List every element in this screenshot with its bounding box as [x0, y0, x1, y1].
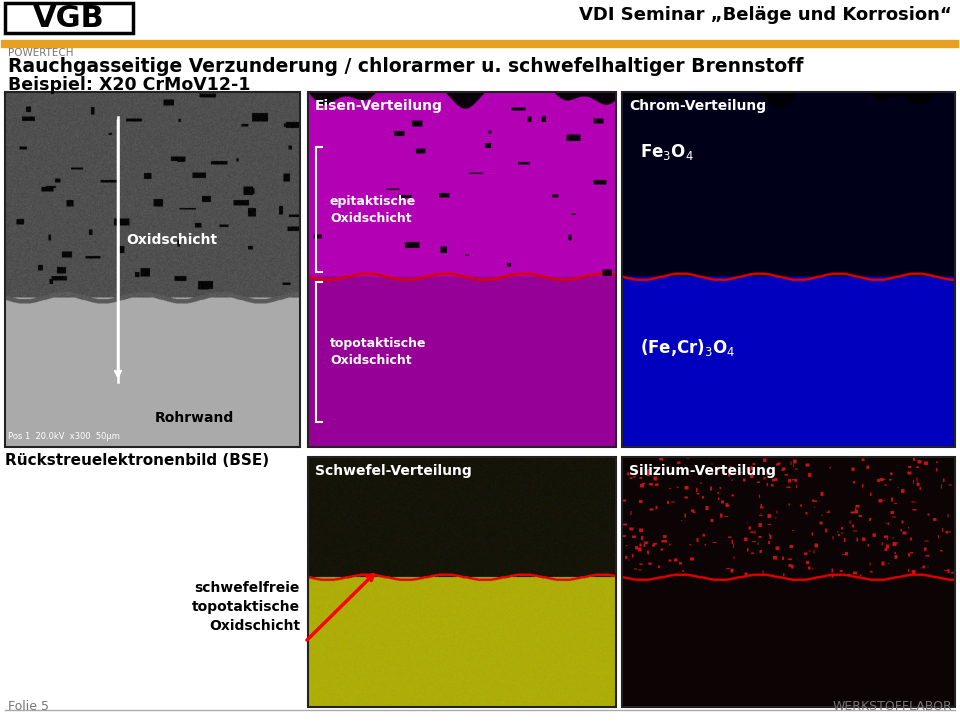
Text: Rauchgasseitige Verzunderung / chlorarmer u. schwefelhaltiger Brennstoff: Rauchgasseitige Verzunderung / chlorarme…	[8, 57, 804, 76]
Text: Eisen-Verteilung: Eisen-Verteilung	[315, 99, 443, 113]
Text: topotaktische
Oxidschicht: topotaktische Oxidschicht	[330, 337, 426, 367]
Text: Beispiel: X20 CrMoV12-1: Beispiel: X20 CrMoV12-1	[8, 76, 251, 94]
Text: POWERTECH: POWERTECH	[8, 48, 74, 58]
Text: VGB: VGB	[34, 4, 105, 33]
Bar	[622, 457, 955, 707]
Bar	[308, 457, 616, 707]
Text: epitaktische
Oxidschicht: epitaktische Oxidschicht	[330, 195, 417, 225]
Text: Chrom-Verteilung: Chrom-Verteilung	[629, 99, 766, 113]
Text: Rückstreuelektronenbild (BSE): Rückstreuelektronenbild (BSE)	[5, 453, 269, 468]
Text: Schwefel-Verteilung: Schwefel-Verteilung	[315, 464, 471, 478]
Bar	[308, 92, 616, 447]
Text: WERKSTOFFLABOR: WERKSTOFFLABOR	[832, 700, 952, 713]
Bar	[622, 92, 955, 447]
Text: VDI Seminar „Beläge und Korrosion“: VDI Seminar „Beläge und Korrosion“	[579, 6, 952, 24]
Text: Folie 5: Folie 5	[8, 700, 49, 713]
Bar	[5, 92, 300, 447]
Text: Fe$_3$O$_4$: Fe$_3$O$_4$	[640, 142, 694, 162]
Text: Rohrwand: Rohrwand	[155, 411, 234, 425]
Text: schwefelfreie
topotaktische
Oxidschicht: schwefelfreie topotaktische Oxidschicht	[192, 581, 300, 634]
Text: Pos 1  20.0kV  x300  50μm: Pos 1 20.0kV x300 50μm	[8, 432, 120, 441]
Text: Silizium-Verteilung: Silizium-Verteilung	[629, 464, 776, 478]
Text: (Fe,Cr)$_3$O$_4$: (Fe,Cr)$_3$O$_4$	[640, 337, 735, 358]
Bar	[5, 3, 133, 33]
Text: Oxidschicht: Oxidschicht	[126, 233, 217, 247]
